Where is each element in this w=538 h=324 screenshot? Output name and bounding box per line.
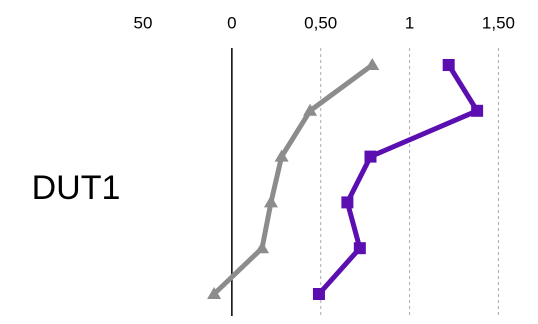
marker (274, 149, 289, 162)
marker (364, 150, 377, 163)
marker (312, 288, 325, 300)
marker (442, 59, 455, 71)
marker (365, 58, 380, 70)
marker (207, 287, 222, 299)
series-line (212, 62, 374, 296)
x-tick-label: 50 (134, 13, 153, 32)
marker (303, 103, 318, 116)
x-tick-label: 1 (405, 13, 414, 32)
marker (255, 241, 270, 254)
x-tick-label: 0,50 (304, 13, 337, 32)
marker (263, 195, 278, 208)
x-tick-label: 1,50 (482, 13, 515, 32)
marker (353, 242, 366, 255)
y-axis-label: DUT1 (32, 169, 121, 207)
series-line (317, 63, 480, 296)
marker (471, 104, 484, 117)
x-tick-label: 0 (227, 13, 236, 32)
marker (341, 196, 354, 209)
